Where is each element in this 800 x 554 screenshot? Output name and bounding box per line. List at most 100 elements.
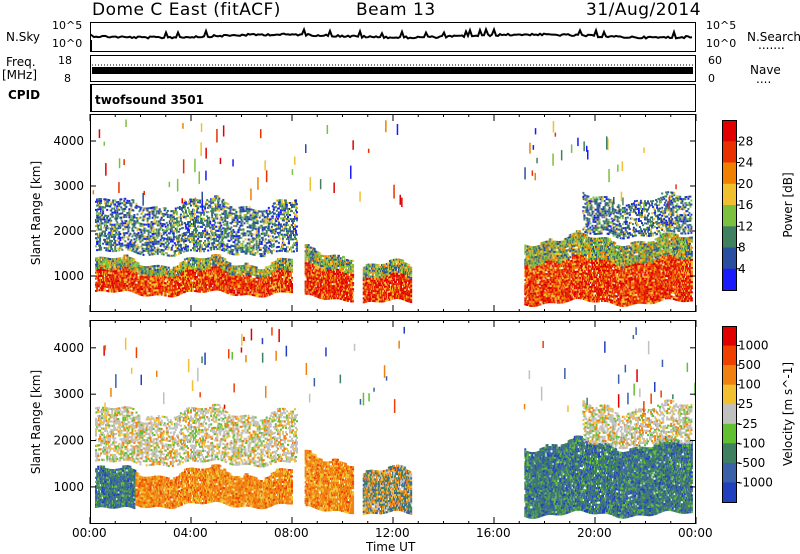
echo-cell: [268, 271, 271, 274]
echo-cell: [106, 275, 109, 278]
echo-cell: [184, 209, 187, 212]
echo-cell: [157, 234, 160, 237]
echo-cell: [104, 281, 107, 284]
echo-cell: [190, 237, 192, 239]
echo-cell: [95, 275, 97, 278]
echo-cell: [251, 241, 254, 244]
echo-cell: [280, 288, 283, 291]
echo-cell: [253, 223, 256, 226]
echo-cell: [280, 229, 283, 232]
echo-cell: [175, 229, 178, 232]
echo-cell: [246, 264, 249, 267]
echo-cell: [218, 278, 221, 281]
echo-cell: [113, 288, 116, 291]
echo-cell: [110, 219, 113, 222]
echo-cell: [306, 258, 309, 261]
echo-cell: [275, 290, 278, 293]
echo-cell: [246, 230, 249, 233]
echo-cell: [235, 247, 238, 250]
echo-cell: [104, 287, 107, 290]
echo-cell: [215, 286, 218, 289]
echo-cell: [104, 273, 107, 276]
echo-cell: [223, 203, 226, 206]
echo-cell: [100, 202, 103, 205]
echo-cell: [130, 204, 133, 207]
echo-cell: [154, 273, 157, 276]
echo-cell: [285, 286, 288, 289]
echo-cell: [174, 276, 177, 279]
echo-cell: [215, 266, 218, 269]
echo-cell: [174, 244, 177, 246]
echo-cell: [227, 235, 230, 238]
echo-cell: [126, 280, 129, 283]
echo-cell: [131, 265, 134, 268]
echo-cell: [292, 246, 294, 249]
echo-cell: [238, 206, 241, 209]
echo-cell: [110, 229, 113, 232]
echo-cell: [279, 205, 282, 208]
echo-cell: [255, 274, 258, 277]
echo-cell: [233, 235, 236, 238]
echo-cell: [233, 231, 236, 234]
echo-cell: [178, 250, 181, 253]
echo-cell: [95, 269, 97, 272]
echo-cell: [122, 222, 125, 225]
echo-cell: [195, 235, 197, 238]
echo-cell: [218, 248, 221, 251]
echo-cell: [195, 241, 197, 244]
echo-cell: [104, 206, 107, 209]
echo-cell: [221, 249, 224, 252]
echo-cell: [99, 240, 102, 243]
echo-cell: [236, 243, 239, 246]
echo-cell: [173, 224, 176, 226]
echo-cell: [228, 207, 231, 210]
echo-cell: [307, 280, 310, 283]
echo-cell: [257, 246, 260, 249]
echo-cell: [213, 240, 216, 242]
echo-cell: [134, 240, 137, 243]
echo-cell: [294, 203, 296, 206]
echo-cell: [141, 247, 144, 250]
echo-cell: [146, 286, 149, 289]
nsky-trace: [91, 26, 693, 40]
station-title: Dome C East (fitACF): [92, 0, 281, 20]
echo-cell: [126, 258, 129, 261]
echo-cell: [227, 233, 230, 236]
echo-cell: [245, 284, 248, 287]
echo-cell: [155, 240, 158, 243]
echo-cell: [100, 220, 103, 223]
echo-cell: [263, 210, 266, 213]
echo-cell: [207, 211, 210, 213]
echo-cell: [99, 208, 102, 211]
echo-cell: [215, 268, 218, 271]
echo-cell: [142, 225, 145, 228]
echo-cell: [132, 217, 135, 220]
echo-cell: [267, 225, 270, 228]
echo-cell: [134, 222, 137, 225]
echo-cell: [180, 221, 183, 224]
echo-cell: [99, 214, 102, 217]
echo-cell: [272, 208, 275, 211]
echo-cell: [266, 219, 269, 222]
echo-cell: [186, 280, 188, 283]
echo-cell: [182, 214, 185, 217]
echo-cell: [285, 203, 288, 206]
echo-cell: [131, 276, 134, 278]
echo-cell: [223, 245, 226, 248]
echo-cell: [265, 290, 268, 293]
echo-cell: [95, 277, 97, 280]
echo-cell: [100, 228, 103, 231]
echo-cell: [140, 271, 143, 274]
echo-cell: [208, 218, 211, 221]
echo-cell: [278, 233, 281, 236]
echo-cell: [227, 213, 230, 216]
echo-cell: [135, 237, 138, 240]
echo-cell: [142, 274, 145, 277]
echo-cell: [98, 283, 101, 286]
echo-cell: [235, 267, 238, 270]
echo-cell: [128, 208, 131, 211]
echo-cell: [184, 266, 187, 269]
echo-cell: [277, 274, 280, 277]
echo-cell: [237, 237, 240, 240]
echo-cell: [153, 206, 156, 209]
